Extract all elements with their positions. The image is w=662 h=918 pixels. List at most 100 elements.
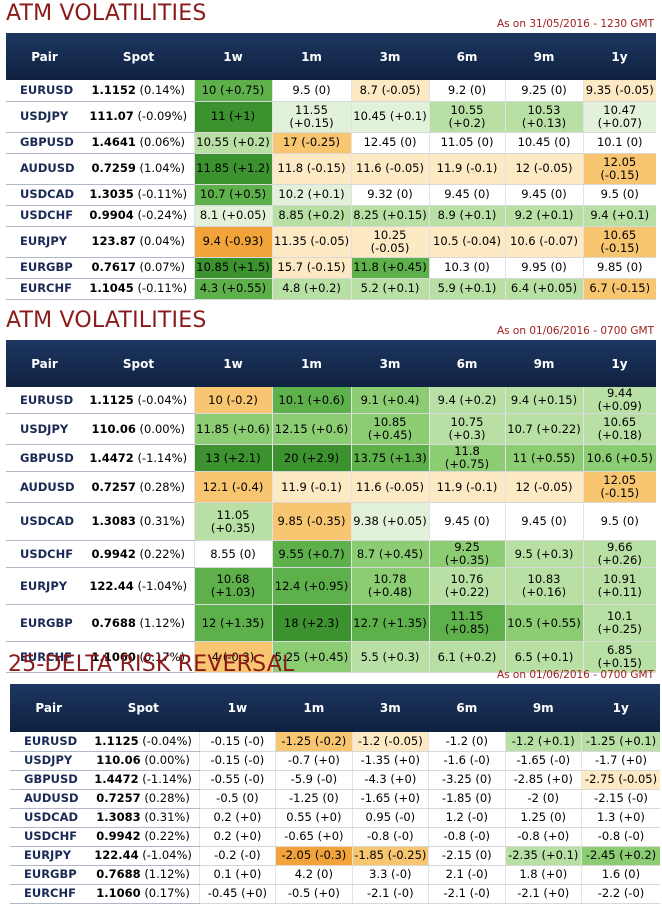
value-cell: 9.25 (+0.35) [428,540,505,568]
value-cell: -4.3 (+0) [351,770,429,790]
table-row: EURGBP 0.7688 (1.12%) 12 (+1.35) 18 (+2.3) 1… [6,604,656,642]
spot-value: 1.1125 [94,733,139,748]
value-cell: -2.05 (-0.3) [275,846,353,866]
value-cell: 10.25 (-0.05) [350,226,429,258]
column-header: 1w [199,684,276,732]
spot-change: (0.17%) [144,886,190,900]
value-cell: -0.45 (+0) [198,884,276,904]
value-cell: 11.85 (+1.2) [193,153,272,185]
table-row: GBPUSD 1.4472 (-1.14%) -0.55 (-0) -5.9 (-0)… [10,770,660,790]
table-row: EURCHF 1.1045 (-0.11%) 4.3 (+0.55) 4.8 (+0.… [6,278,656,300]
value-cell: 10.2 (+0.1) [271,184,351,206]
value-cell: -2.85 (+0) [504,770,582,790]
spot-change: (0.06%) [139,135,186,149]
value-cell: -2.1 (+0) [504,884,582,904]
value-cell: 13 (+2.1) [193,444,272,472]
value-cell: 11.6 (-0.05) [350,153,429,185]
value-cell: 9.38 (+0.05) [350,502,429,541]
table-row: GBPUSD 1.4472 (-1.14%) 13 (+2.1) 20 (+2.9) 1… [6,444,656,472]
spot-change: (-1.04%) [137,578,188,593]
pair-cell: EURUSD [10,732,88,752]
value-cell: -5.9 (-0) [275,770,353,790]
pair-cell: AUDUSD [6,153,83,185]
pair-cell: USDCAD [6,502,83,541]
value-cell: -2 (0) [504,789,582,809]
spot-cell: 123.87 (0.04%) [83,226,194,258]
table-row: AUDUSD 0.7257 (0.28%) -0.5 (0) -1.25 (0) -1.… [10,789,660,809]
column-header: 1y [583,340,656,387]
table-row: AUDUSD 0.7259 (1.04%) 11.85 (+1.2) 11.8 (-0… [6,153,656,185]
value-cell: 1.3 (+0) [580,808,660,828]
spot-change: (0.22%) [144,829,190,843]
spot-value: 110.06 [91,421,136,436]
pair-cell: EURUSD [6,387,83,414]
spot-cell: 0.7688 (1.12%) [83,604,194,642]
spot-cell: 1.1060 (0.17%) [83,641,194,673]
pair-cell: EURJPY [6,567,83,605]
value-cell: 10.7 (+0.22) [504,413,583,445]
value-cell: 0.55 (+0) [275,808,353,828]
spot-cell: 110.06 (0.00%) [83,413,194,445]
value-cell: 9.4 (+0.2) [428,387,505,414]
column-header: 9m [505,33,583,80]
value-cell: 11.55 (+0.15) [271,101,351,133]
pair-cell: AUDUSD [6,471,83,503]
value-cell: 8.25 (+0.15) [350,205,429,227]
header-row: Pair Spot 1w 1m 3m 6m 9m 1y [6,340,656,387]
value-cell: 17 (-0.25) [271,132,351,154]
value-cell: 11.8 (-0.15) [271,153,351,185]
spot-value: 0.7259 [91,161,136,175]
value-cell: 18 (+2.3) [271,604,351,642]
value-cell: 9.2 (0) [428,80,505,102]
spot-change: (-0.11%) [137,187,188,201]
value-cell: 10.7 (+0.5) [193,184,272,206]
value-cell: 9.32 (0) [350,184,429,206]
value-cell: 20 (+2.9) [271,444,351,472]
value-cell: -1.25 (+0.1) [580,732,660,752]
spot-value: 1.1152 [91,82,136,97]
spot-cell: 0.9904 (-0.24%) [83,205,194,227]
value-cell: 8.9 (+0.1) [428,205,505,227]
value-cell: 0.2 (+0) [198,827,276,847]
value-cell: -0.8 (+0) [504,827,582,847]
value-cell: -0.15 (-0) [198,751,276,771]
pair-cell: USDCAD [6,184,83,206]
table-row: EURCHF 1.1060 (0.17%) 4 (-0.3) 5.25 (+0.45)… [6,641,656,673]
table-row: EURJPY 123.87 (0.04%) 9.4 (-0.93) 11.35 (-0… [6,226,656,258]
spot-value: 1.3035 [89,187,134,201]
pair-cell: USDCHF [6,540,83,568]
value-cell: 10.65 (-0.15) [582,226,656,258]
value-cell: 10.91 (+0.11) [582,567,656,605]
spot-change: (0.07%) [139,260,186,274]
value-cell: 11.35 (-0.05) [271,226,351,258]
spot-value: 0.9942 [96,829,141,843]
value-cell: 9.1 (+0.4) [350,387,429,414]
column-header: 1w [194,340,272,387]
pair-cell: USDCHF [10,827,88,847]
value-cell: -2.35 (+0.1) [504,846,582,866]
table-row: USDJPY 110.06 (0.00%) 11.85 (+0.6) 12.15 (+… [6,413,656,445]
value-cell: 9.2 (+0.1) [504,205,583,227]
column-header: 6m [429,33,505,80]
table-row: EURGBP 0.7688 (1.12%) 0.1 (+0) 4.2 (0) 3.3 (… [10,865,660,885]
column-header: Pair [6,340,83,387]
table-row: EURCHF 1.1060 (0.17%) -0.45 (+0) -0.5 (+0) -… [10,884,660,904]
value-cell: 3.3 (-0) [351,865,429,885]
value-cell: 10 (+0.75) [193,80,272,102]
value-cell: 12.15 (+0.6) [271,413,351,445]
section-3-title: 25-DELTA RISK REVERSAL [8,652,295,677]
column-header: 6m [429,340,505,387]
spot-change: (-0.09%) [137,109,188,123]
value-cell: 1.8 (+0) [504,865,582,885]
spot-change: (-0.24%) [137,208,188,222]
header-row: Pair Spot 1w 1m 3m 6m 9m 1y [10,684,660,732]
spot-change: (1.04%) [139,161,186,175]
pair-cell: EURJPY [10,846,88,866]
value-cell: -0.15 (-0) [198,732,276,752]
spot-cell: 0.9942 (0.22%) [87,827,200,847]
value-cell: 6.4 (+0.05) [504,278,583,300]
value-cell: 11.9 (-0.1) [428,471,505,503]
table-row: USDJPY 110.06 (0.00%) -0.15 (-0) -0.7 (+0) -… [10,751,660,771]
column-header: 1y [581,684,660,732]
value-cell: -2.45 (+0.2) [580,846,660,866]
